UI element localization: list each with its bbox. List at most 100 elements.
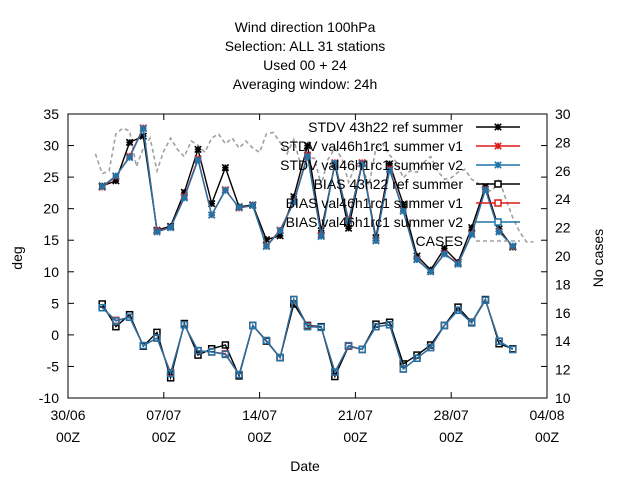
data-point-x-marker bbox=[467, 223, 476, 232]
y2-tick-label: 14 bbox=[555, 333, 571, 349]
x-tick-label: 21/07 bbox=[338, 407, 373, 423]
data-point-x-marker bbox=[303, 141, 312, 150]
data-point-square-marker bbox=[98, 300, 106, 308]
data-point-square-marker bbox=[399, 365, 408, 373]
data-point-x-marker bbox=[194, 145, 202, 154]
y2-tick-label: 16 bbox=[555, 305, 571, 321]
data-point-x-marker bbox=[180, 194, 189, 202]
series-5 bbox=[98, 295, 517, 379]
x-tick-label: 14/07 bbox=[242, 407, 277, 423]
y2-tick-label: 26 bbox=[555, 163, 571, 179]
data-point-x-marker bbox=[262, 235, 271, 244]
data-point-x-marker bbox=[139, 124, 148, 133]
y-tick-label: 25 bbox=[43, 169, 59, 185]
data-point-square-marker bbox=[481, 296, 490, 304]
data-point-square-marker bbox=[194, 351, 202, 359]
x-tick-label-line2: 00Z bbox=[343, 429, 368, 445]
data-point-x-marker bbox=[98, 182, 106, 191]
data-point-square-marker bbox=[166, 369, 175, 378]
data-point-square-marker bbox=[249, 321, 257, 330]
data-point-x-marker bbox=[385, 160, 394, 168]
data-point-x-marker bbox=[180, 188, 189, 197]
data-point-square-marker bbox=[180, 321, 189, 329]
data-point-square-marker bbox=[98, 304, 106, 312]
x-axis-ticks: 30/06 00Z 07/07 00Z 14/07 00Z 21/07 00Z 28/07 00Z… bbox=[50, 114, 565, 445]
data-point-square-marker bbox=[385, 321, 394, 329]
data-point-x-marker bbox=[290, 198, 298, 207]
x-axis-label: Date bbox=[290, 458, 320, 474]
data-point-square-marker bbox=[413, 354, 421, 362]
legend-label: BIAS val46h1rc1 summer v2 bbox=[286, 214, 464, 230]
series-line bbox=[94, 127, 534, 243]
data-point-x-marker bbox=[358, 160, 367, 168]
data-point-x-marker bbox=[344, 224, 353, 232]
data-point-x-marker bbox=[112, 177, 120, 185]
data-point-square-marker bbox=[112, 317, 120, 325]
data-point-x-marker bbox=[440, 244, 449, 253]
chart-title: Wind direction 100hPa Selection: ALL 31 s… bbox=[225, 19, 386, 92]
title-line-3: Used 00 + 24 bbox=[263, 57, 347, 73]
series-layer bbox=[94, 124, 534, 382]
data-point-x-marker bbox=[166, 223, 175, 232]
legend-entry: STDV val46h1rc1 summer v2 bbox=[280, 157, 520, 173]
data-point-x-marker bbox=[207, 211, 216, 219]
data-point-x-marker bbox=[372, 237, 380, 245]
series-4 bbox=[98, 295, 517, 379]
legend-entry: BIAS val46h1rc1 summer v1 bbox=[286, 195, 520, 211]
title-line-2: Selection: ALL 31 stations bbox=[225, 38, 386, 54]
data-point-x-marker bbox=[303, 152, 312, 161]
x-tick-label: 07/07 bbox=[146, 407, 181, 423]
data-point-x-marker bbox=[248, 201, 257, 210]
data-point-x-marker bbox=[467, 230, 476, 239]
legend-label: BIAS 43h22 ref summer bbox=[314, 176, 464, 192]
y2-tick-label: 24 bbox=[555, 191, 571, 207]
y-tick-label: 10 bbox=[43, 264, 59, 280]
data-point-square-marker bbox=[221, 350, 230, 359]
y2-tick-label: 22 bbox=[555, 220, 571, 236]
legend-x-marker bbox=[494, 161, 502, 169]
series-line bbox=[101, 297, 514, 381]
data-point-square-marker bbox=[194, 346, 202, 355]
y-tick-label: 5 bbox=[51, 295, 59, 311]
y-axis-label: deg bbox=[9, 246, 25, 269]
data-point-square-marker bbox=[235, 370, 243, 379]
x-tick-label: 28/07 bbox=[434, 407, 469, 423]
data-point-square-marker bbox=[276, 353, 284, 362]
title-line-4: Averaging window: 24h bbox=[233, 76, 378, 92]
data-point-square-marker bbox=[139, 341, 148, 350]
data-point-x-marker bbox=[221, 163, 230, 172]
y2-tick-label: 12 bbox=[555, 362, 571, 378]
data-point-square-marker bbox=[440, 321, 449, 330]
data-point-x-marker bbox=[509, 242, 517, 250]
y2-tick-label: 18 bbox=[555, 276, 571, 292]
x-tick-label-line2: 00Z bbox=[248, 429, 273, 445]
axes bbox=[67, 113, 548, 399]
series-line bbox=[101, 297, 514, 377]
legend-label: CASES bbox=[416, 233, 463, 249]
data-point-square-marker bbox=[372, 322, 380, 331]
data-point-x-marker bbox=[153, 228, 161, 236]
data-point-x-marker bbox=[399, 200, 408, 209]
legend-square-marker bbox=[494, 199, 502, 207]
data-point-x-marker bbox=[262, 242, 271, 251]
data-point-square-marker bbox=[358, 345, 366, 354]
data-point-x-marker bbox=[413, 256, 421, 264]
data-point-x-marker bbox=[317, 226, 325, 235]
x-tick-label-line2: 00Z bbox=[535, 429, 560, 445]
legend-entry: STDV val46h1rc1 summer v1 bbox=[280, 138, 520, 154]
y-tick-label: -10 bbox=[39, 390, 59, 406]
data-point-x-marker bbox=[454, 260, 462, 268]
data-point-x-marker bbox=[481, 185, 490, 194]
series-line bbox=[101, 297, 514, 377]
legend-square-marker bbox=[494, 218, 502, 226]
y2-axis-label: No cases bbox=[590, 229, 606, 287]
data-point-x-marker bbox=[112, 172, 120, 180]
series-2 bbox=[98, 124, 517, 276]
data-point-square-marker bbox=[495, 337, 503, 345]
legend-entry: BIAS val46h1rc1 summer v2 bbox=[286, 214, 520, 230]
y-tick-label: 30 bbox=[43, 138, 59, 154]
data-point-x-marker bbox=[399, 207, 408, 215]
legend-x-marker bbox=[494, 142, 502, 150]
y2-tick-label: 28 bbox=[555, 134, 571, 150]
legend-entry: BIAS 43h22 ref summer bbox=[314, 176, 520, 192]
